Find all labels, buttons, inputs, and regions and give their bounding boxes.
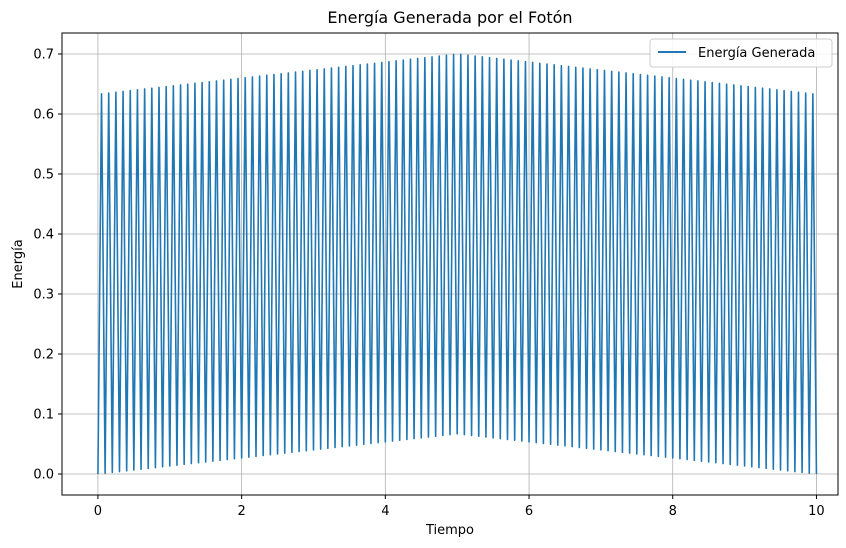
y-tick-label: 0.5 [33, 168, 54, 183]
y-axis-title: Energía [11, 239, 26, 288]
chart-title: Energía Generada por el Fotón [327, 8, 572, 27]
plot-frame [61, 32, 839, 496]
x-tick-label: 2 [237, 504, 245, 519]
y-tick-label: 0.4 [33, 228, 54, 243]
y-tick-label: 0.3 [33, 288, 54, 303]
legend-box [649, 38, 833, 68]
x-tick-label: 10 [808, 504, 825, 519]
legend-label-energia-generada: Energía Generada [698, 46, 815, 61]
y-tick-label: 0.7 [33, 48, 54, 63]
x-tick-label: 6 [525, 504, 533, 519]
y-tick-label: 0.0 [33, 468, 54, 483]
x-tick-label: 8 [669, 504, 677, 519]
y-tick-label: 0.1 [33, 408, 54, 423]
x-tick-label: 4 [381, 504, 389, 519]
y-axis-ticks: 0.0 0.1 0.2 0.3 0.4 0.5 0.6 0.7 [33, 48, 62, 483]
legend: Energía Generada [649, 38, 833, 68]
y-tick-label: 0.6 [33, 108, 54, 123]
y-tick-label: 0.2 [33, 348, 54, 363]
x-tick-label: 0 [94, 504, 102, 519]
x-axis-ticks: 0 2 4 6 8 10 [94, 495, 825, 519]
series-layer [97, 53, 818, 475]
x-axis-title: Tiempo [425, 523, 474, 538]
series-line-energia-generada [97, 53, 818, 475]
